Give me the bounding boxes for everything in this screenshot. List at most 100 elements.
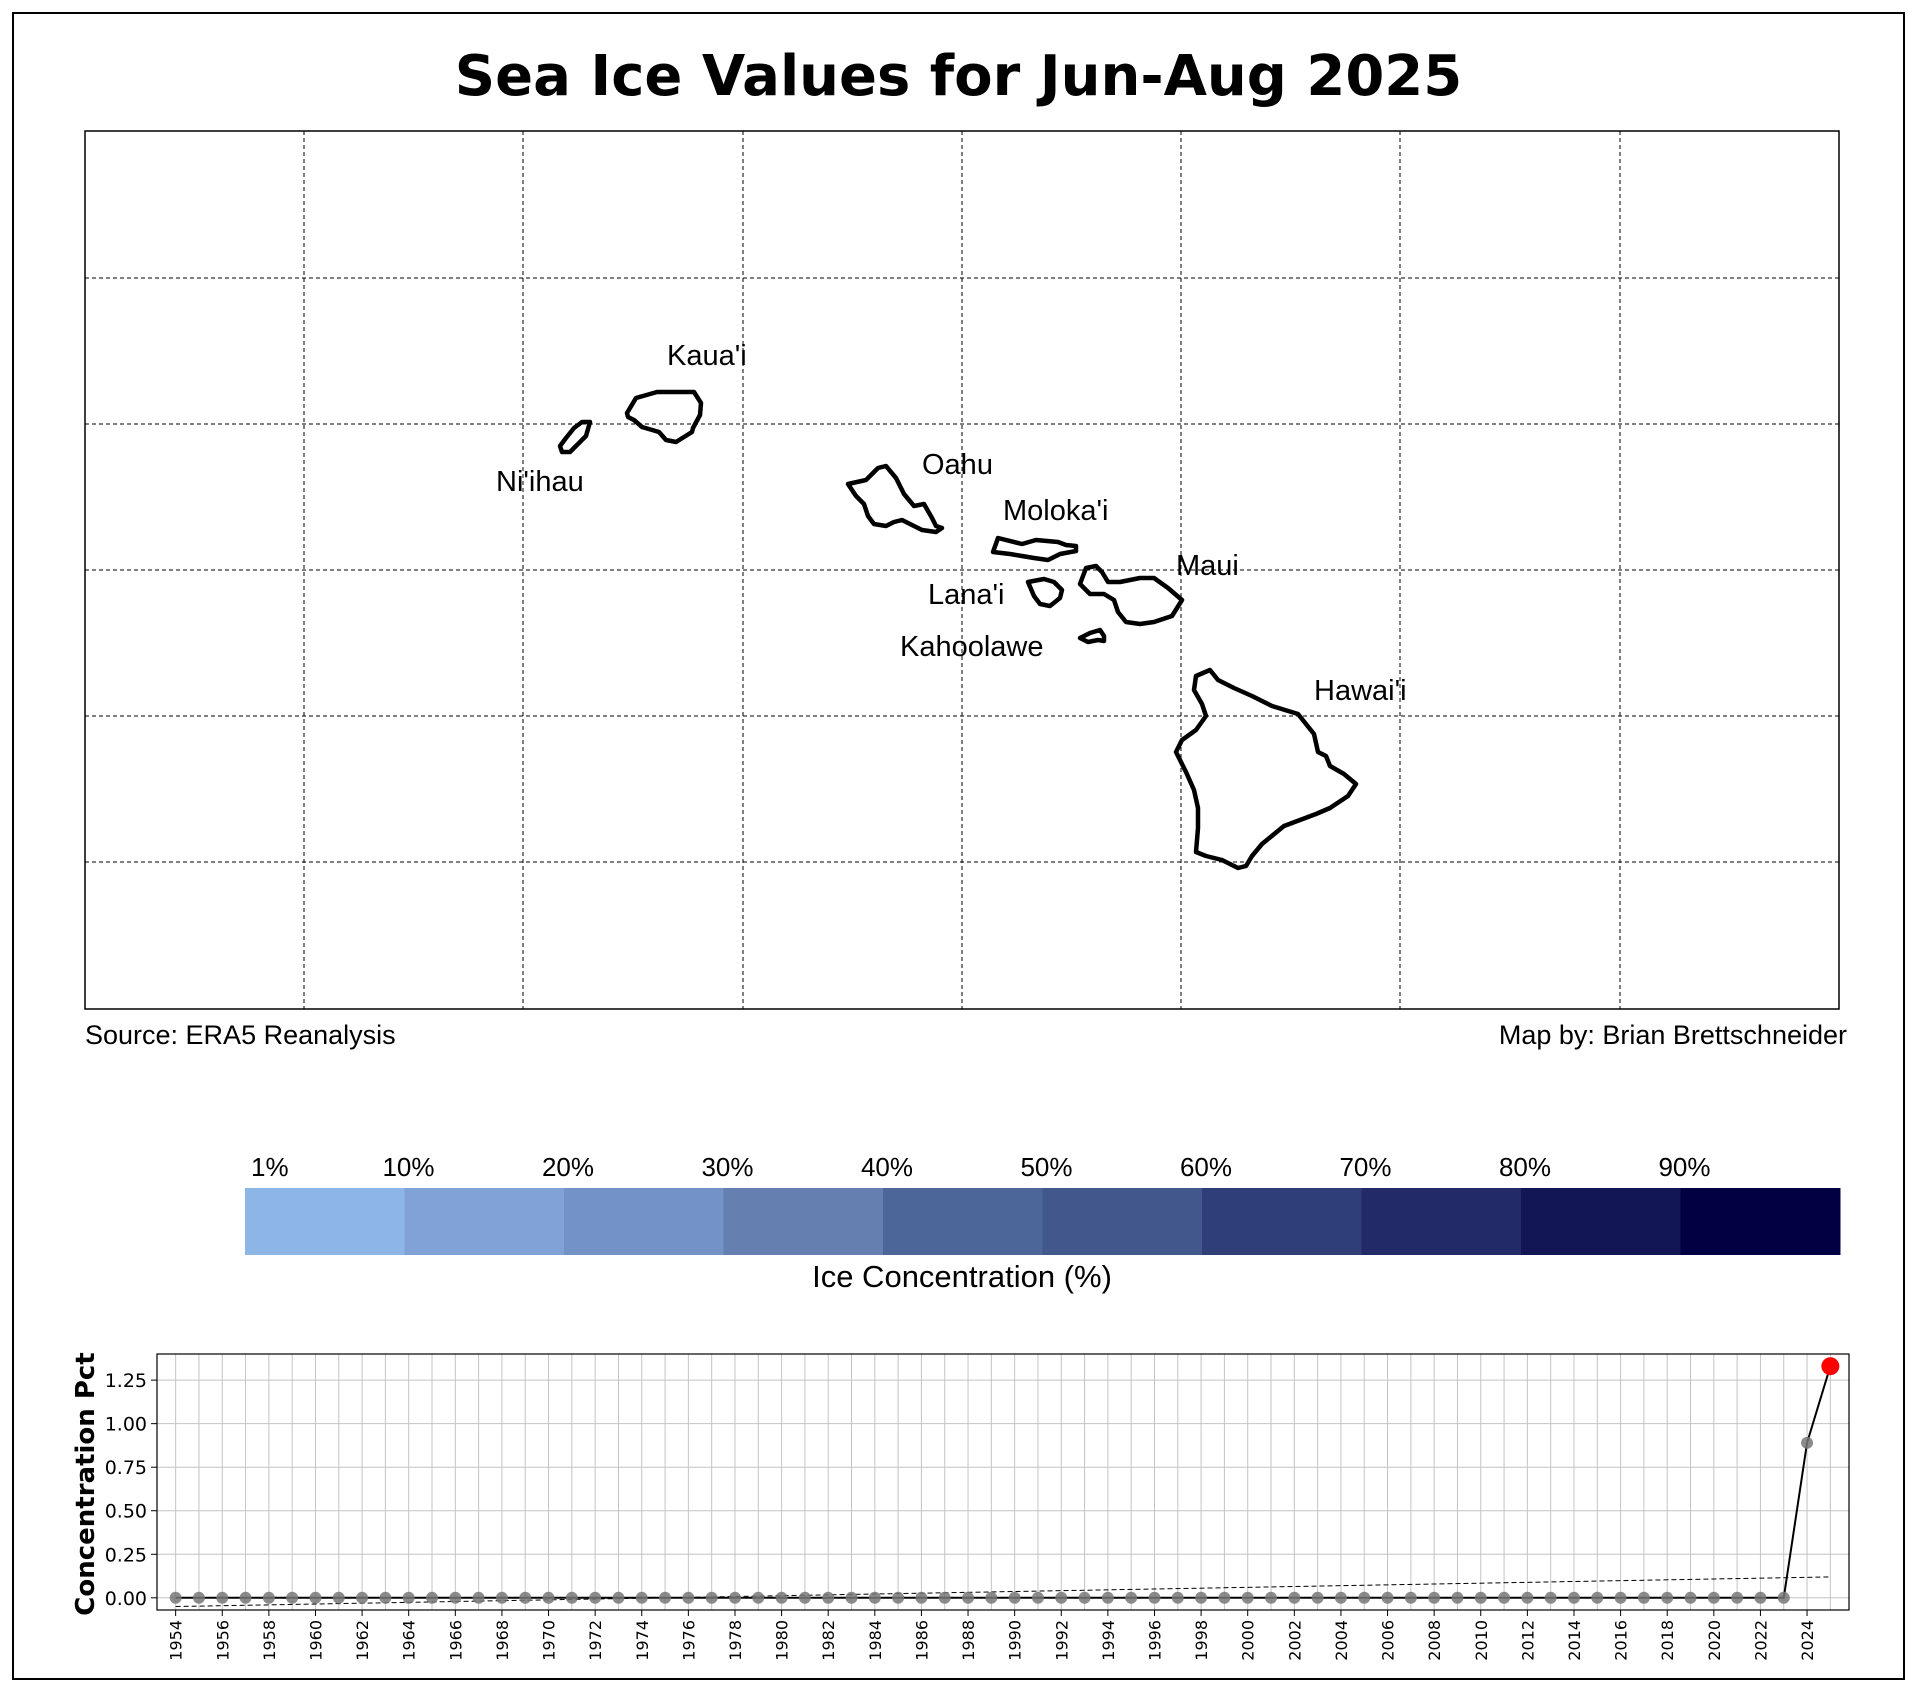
data-point bbox=[798, 1591, 811, 1604]
trend-line bbox=[175, 1576, 1831, 1608]
data-point bbox=[542, 1591, 555, 1604]
chart-frame bbox=[156, 1353, 1850, 1611]
data-point bbox=[845, 1591, 858, 1604]
data-point bbox=[1148, 1591, 1161, 1604]
data-point bbox=[1731, 1591, 1744, 1604]
series-points bbox=[169, 1357, 1840, 1604]
source-caption: Source: ERA5 Reanalysis bbox=[85, 1020, 396, 1050]
colorbar-swatch bbox=[564, 1188, 724, 1255]
colorbar-tick-label: 50% bbox=[1020, 1152, 1072, 1182]
data-point bbox=[589, 1591, 602, 1604]
x-tick-label: 1976 bbox=[679, 1620, 698, 1661]
data-point bbox=[1241, 1591, 1254, 1604]
x-tick-label: 1988 bbox=[959, 1620, 978, 1661]
data-point bbox=[1498, 1591, 1511, 1604]
data-point bbox=[495, 1591, 508, 1604]
x-tick-label: 2022 bbox=[1751, 1620, 1770, 1661]
data-point bbox=[1754, 1591, 1767, 1604]
hawaii-outline bbox=[1173, 667, 1359, 871]
x-tick-label: 1978 bbox=[726, 1620, 745, 1661]
x-tick-label: 1964 bbox=[400, 1620, 419, 1661]
x-tick-label: 2006 bbox=[1379, 1620, 1398, 1661]
data-point bbox=[1078, 1591, 1091, 1604]
trend-line-path bbox=[175, 1576, 1831, 1608]
molokai-outline bbox=[990, 535, 1079, 563]
data-point bbox=[379, 1591, 392, 1604]
data-point bbox=[1381, 1591, 1394, 1604]
y-tick-label: 0.25 bbox=[105, 1544, 147, 1566]
x-tick-label: 2012 bbox=[1518, 1620, 1537, 1661]
data-point bbox=[332, 1591, 345, 1604]
data-point bbox=[1101, 1591, 1114, 1604]
x-tick-label: 1992 bbox=[1052, 1620, 1071, 1661]
x-tick-label: 2002 bbox=[1285, 1620, 1304, 1661]
x-tick-label: 2004 bbox=[1332, 1620, 1351, 1661]
x-tick-label: 2016 bbox=[1612, 1620, 1631, 1661]
colorbar-tick-label: 90% bbox=[1658, 1152, 1710, 1182]
label-kahoolawe: Kahoolawe bbox=[900, 631, 1044, 663]
data-point bbox=[309, 1591, 322, 1604]
data-point bbox=[1544, 1591, 1557, 1604]
colorbar-swatch bbox=[1521, 1188, 1681, 1255]
colorbar-swatches bbox=[245, 1188, 1841, 1255]
y-tick-label: 1.25 bbox=[105, 1370, 147, 1392]
colorbar-tick-label: 70% bbox=[1339, 1152, 1391, 1182]
x-tick-label: 1980 bbox=[773, 1620, 792, 1661]
y-tick-label: 0.00 bbox=[105, 1588, 147, 1610]
data-point bbox=[1195, 1591, 1208, 1604]
data-point bbox=[659, 1591, 672, 1604]
data-point bbox=[1707, 1591, 1720, 1604]
data-point bbox=[682, 1591, 695, 1604]
x-tick-label: 1968 bbox=[493, 1620, 512, 1661]
data-point bbox=[262, 1591, 275, 1604]
series-polyline bbox=[175, 1365, 1832, 1599]
colorbar-tick-label: 1% bbox=[251, 1152, 289, 1182]
x-tick-label: 1998 bbox=[1192, 1620, 1211, 1661]
data-point bbox=[868, 1591, 881, 1604]
data-point bbox=[1591, 1591, 1604, 1604]
x-tick-label: 1956 bbox=[213, 1620, 232, 1661]
colorbar-swatch bbox=[883, 1188, 1043, 1255]
colorbar-swatch bbox=[1202, 1188, 1362, 1255]
data-point bbox=[1661, 1591, 1674, 1604]
niihau-outline bbox=[557, 419, 593, 455]
figure-frame bbox=[12, 12, 1905, 1680]
data-point bbox=[1451, 1591, 1464, 1604]
lanai-outline bbox=[1025, 576, 1065, 609]
label-molokai: Moloka'i bbox=[1003, 495, 1108, 527]
data-point bbox=[822, 1591, 835, 1604]
colorbar-swatch bbox=[245, 1188, 405, 1255]
colorbar-tick-label: 30% bbox=[701, 1152, 753, 1182]
series-line bbox=[175, 1365, 1832, 1599]
map-grid bbox=[85, 131, 1839, 1009]
credit-caption: Map by: Brian Brettschneider bbox=[1498, 1020, 1847, 1050]
data-point bbox=[938, 1591, 951, 1604]
colorbar-title: Ice Concentration (%) bbox=[812, 1259, 1112, 1294]
colorbar-tick-label: 20% bbox=[542, 1152, 594, 1182]
data-point bbox=[1008, 1591, 1021, 1604]
data-point bbox=[1311, 1591, 1324, 1604]
data-point bbox=[775, 1591, 788, 1604]
colorbar-swatch bbox=[1680, 1188, 1841, 1255]
x-tick-label: 1960 bbox=[306, 1620, 325, 1661]
colorbar-tick-label: 60% bbox=[1180, 1152, 1232, 1182]
data-point bbox=[239, 1591, 252, 1604]
data-point bbox=[169, 1591, 182, 1604]
data-point bbox=[519, 1591, 532, 1604]
colorbar-tick-label: 40% bbox=[861, 1152, 913, 1182]
data-point bbox=[962, 1591, 975, 1604]
data-point bbox=[1288, 1591, 1301, 1604]
data-point bbox=[1474, 1591, 1487, 1604]
data-point bbox=[1801, 1436, 1814, 1449]
x-tick-label: 2008 bbox=[1425, 1620, 1444, 1661]
data-point bbox=[1521, 1591, 1534, 1604]
data-point bbox=[892, 1591, 905, 1604]
x-tick-label: 2000 bbox=[1239, 1620, 1258, 1661]
data-point bbox=[752, 1591, 765, 1604]
data-point bbox=[985, 1591, 998, 1604]
x-axis-ticks: 1954 1956 1958 1960 1962 1964 1966 1968 1970 1972… bbox=[167, 1610, 1817, 1661]
data-point bbox=[1684, 1591, 1697, 1604]
data-point bbox=[915, 1591, 928, 1604]
